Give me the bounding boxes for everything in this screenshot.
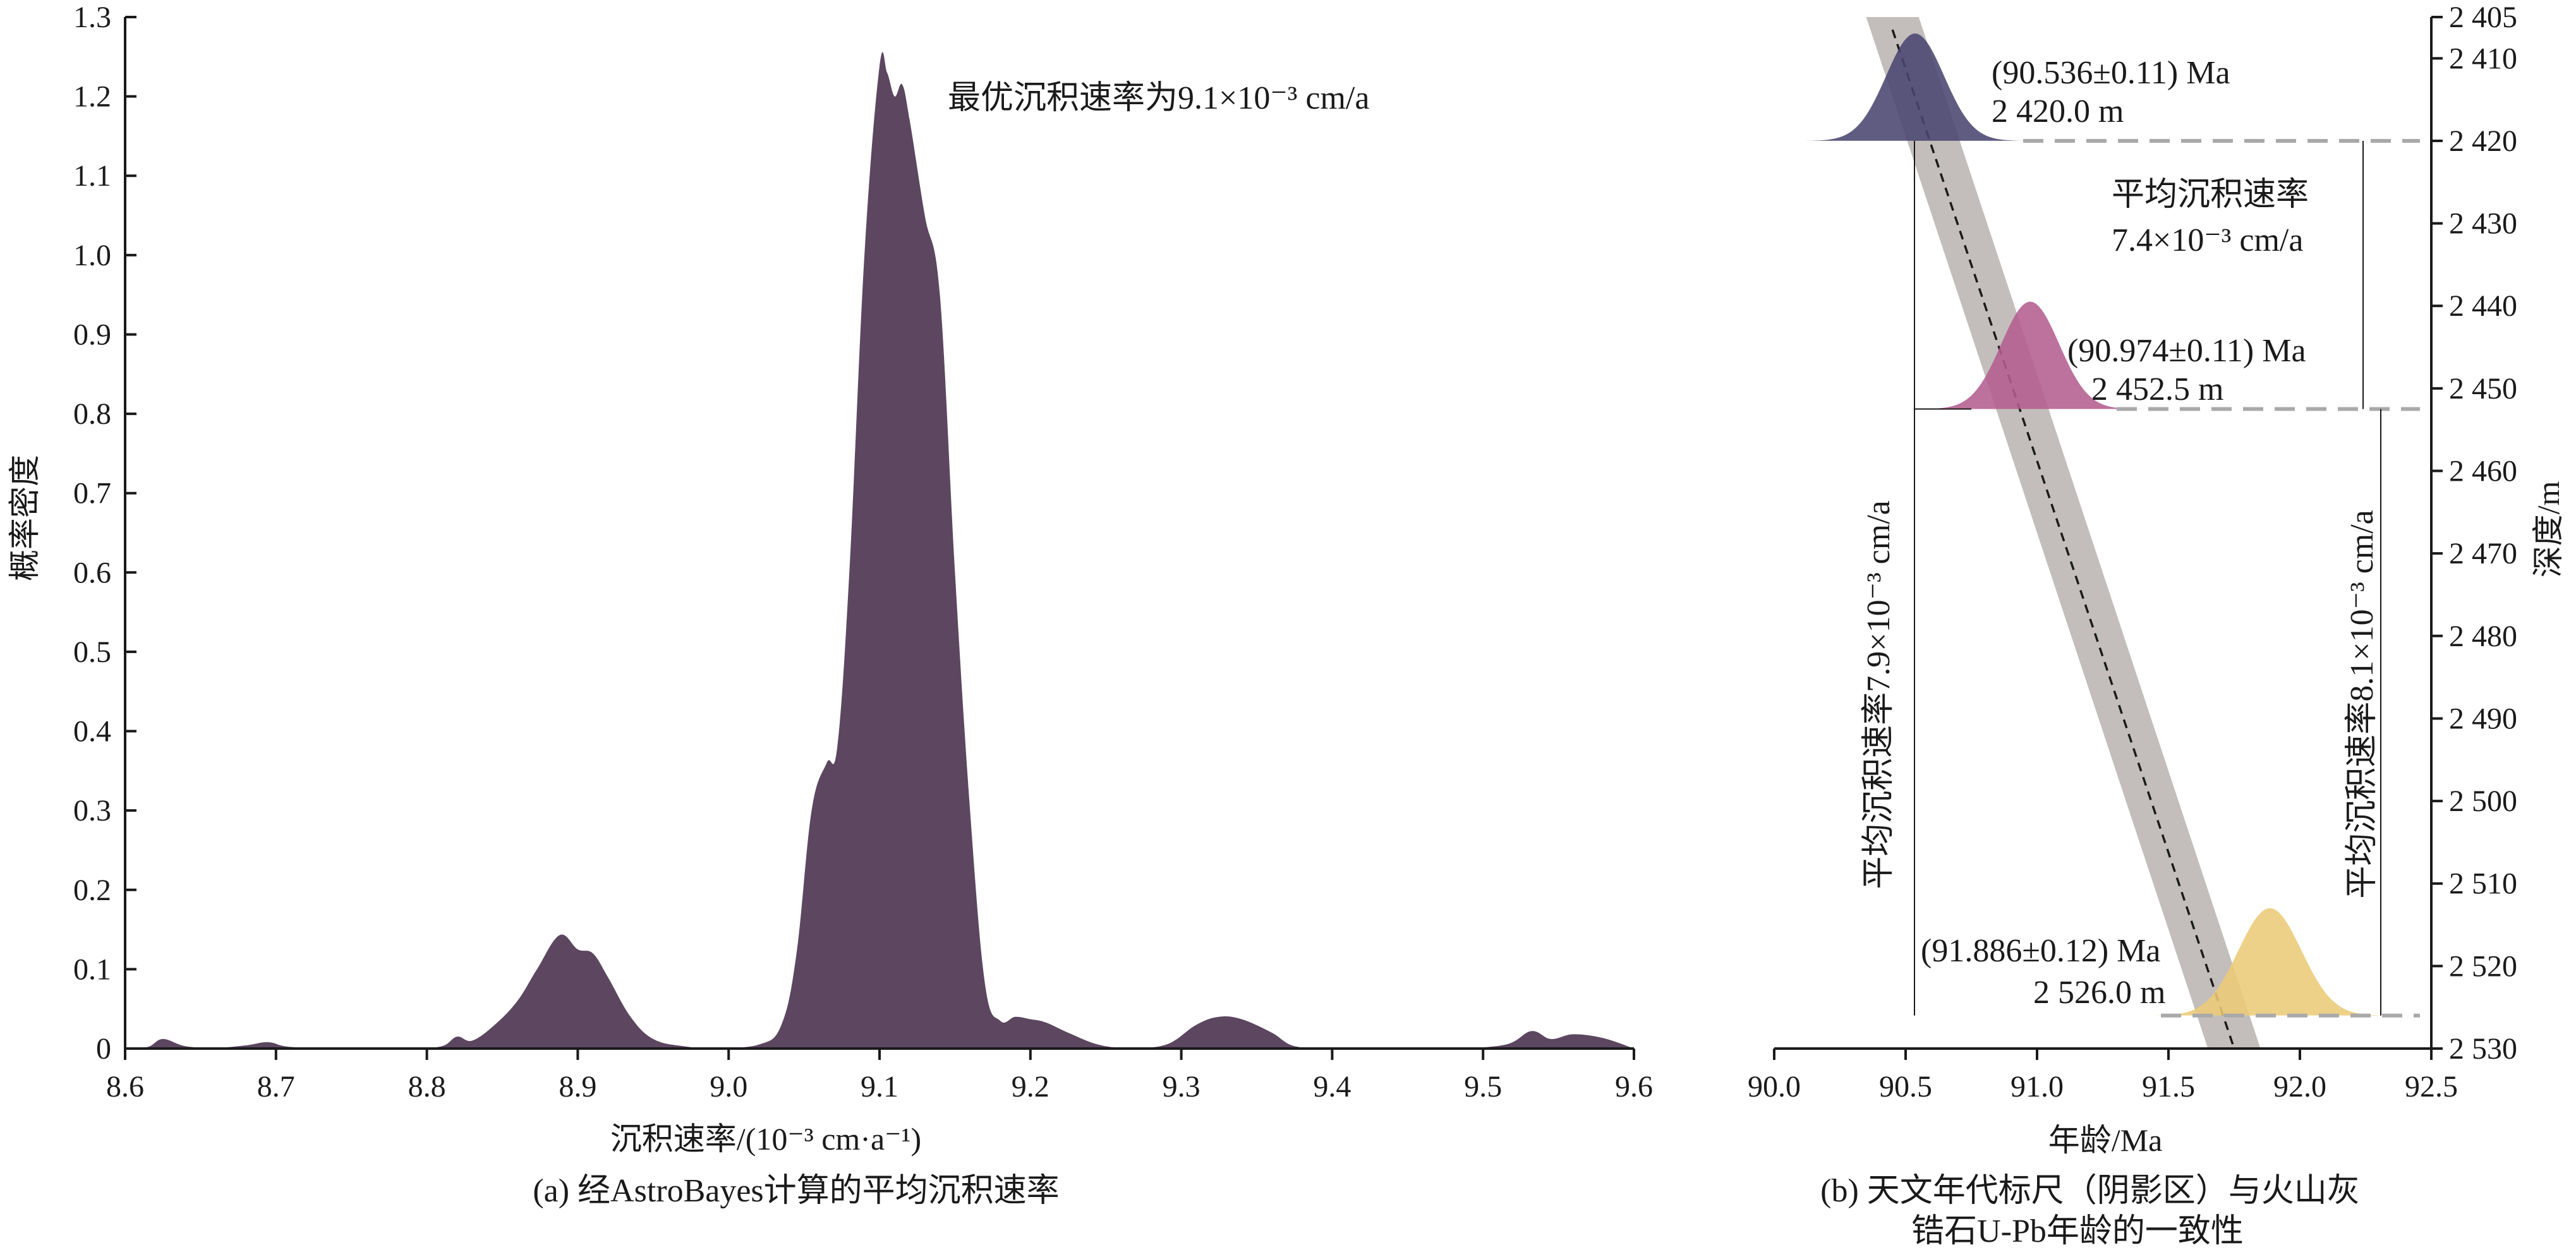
panel-b-depth-ticks: 2 405 2 410 2 420 2 430 2 440 2 450 2 460 2 470…	[2431, 1, 2517, 1066]
depth-tick-label: 2 520	[2449, 949, 2517, 983]
y-tick-label: 0.6	[73, 556, 111, 589]
y-tick-label: 0.9	[73, 318, 111, 351]
sample-3-age-label: (91.886±0.12) Ma	[1921, 933, 2161, 969]
x-tick-label: 91.5	[2142, 1070, 2195, 1104]
panel-a-caption: (a) 经AstroBayes计算的平均沉积速率	[533, 1173, 1059, 1209]
rate-interval-guides	[1914, 138, 2420, 1018]
y-tick-label: 0.4	[73, 715, 111, 749]
depth-tick-label: 2 530	[2449, 1032, 2517, 1066]
y-tick-label: 1.1	[73, 159, 111, 193]
x-tick-label: 92.5	[2405, 1070, 2458, 1104]
panel-b: 90.0 90.5 91.0 91.5 92.0 92.5 2 405 2 410 2 420…	[1748, 1, 2566, 1249]
depth-tick-label: 2 440	[2449, 289, 2517, 323]
y-tick-label: 0.7	[73, 477, 111, 510]
x-tick-label: 8.7	[257, 1070, 295, 1104]
depth-tick-label: 2 430	[2449, 207, 2517, 241]
depth-tick-label: 2 410	[2449, 42, 2517, 75]
timescale-centerline	[1891, 29, 2235, 1049]
optimal-rate-annotation: 最优沉积速率为9.1×10⁻³ cm/a	[948, 80, 1369, 116]
panel-b-caption-line1: (b) 天文年代标尺（阴影区）与火山灰	[1820, 1173, 2360, 1209]
y-tick-label: 0.3	[73, 794, 111, 827]
depth-tick-label: 2 450	[2449, 372, 2517, 406]
y-tick-label: 0.2	[73, 874, 111, 907]
panel-b-x-label: 年龄/Ma	[2048, 1122, 2163, 1158]
sample-3-distribution	[2143, 908, 2397, 1016]
rate-2-label: 平均沉积速率7.9×10⁻³ cm/a	[1861, 500, 1897, 889]
x-tick-label: 9.2	[1012, 1070, 1049, 1104]
x-tick-label: 91.0	[2011, 1070, 2064, 1104]
panel-a-y-ticks: 0 0.1 0.2 0.3 0.4 0.5 0.6 0.7 0.8 0.9 1.0 1.1 1.2 1.3	[73, 1, 136, 1066]
panel-b-y-label: 深度/m	[2531, 481, 2566, 578]
y-tick-label: 0	[96, 1032, 111, 1066]
y-tick-label: 1.2	[73, 80, 111, 114]
y-tick-label: 0.8	[73, 397, 111, 431]
depth-tick-label: 2 500	[2449, 785, 2517, 818]
x-tick-label: 8.8	[408, 1070, 446, 1104]
x-tick-label: 8.6	[106, 1070, 144, 1104]
panel-a-x-label: 沉积速率/(10⁻³ cm·a⁻¹)	[610, 1121, 921, 1157]
panel-a-y-label: 概率密度	[7, 455, 42, 581]
x-tick-label: 9.4	[1313, 1070, 1351, 1104]
x-tick-label: 8.9	[559, 1070, 596, 1104]
x-tick-label: 9.1	[861, 1070, 898, 1104]
probability-density-area	[125, 52, 1634, 1049]
x-tick-label: 9.0	[710, 1070, 747, 1104]
x-tick-label: 9.6	[1615, 1070, 1653, 1104]
depth-tick-label: 2 460	[2449, 455, 2517, 488]
rate-1-label-line2: 7.4×10⁻³ cm/a	[2112, 222, 2303, 258]
sample-1-depth-label: 2 420.0 m	[1992, 93, 2124, 129]
sample-2-depth-label: 2 452.5 m	[2091, 371, 2223, 407]
sample-3-depth-label: 2 526.0 m	[2033, 975, 2165, 1011]
depth-tick-label: 2 510	[2449, 867, 2517, 901]
x-tick-label: 90.5	[1879, 1070, 1932, 1104]
x-tick-label: 92.0	[2273, 1070, 2326, 1104]
rate-1-label-line1: 平均沉积速率	[2112, 177, 2309, 213]
panel-a-x-ticks: 8.6 8.7 8.8 8.9 9.0 9.1 9.2 9.3 9.4 9.5 9.6	[106, 1049, 1653, 1104]
depth-tick-label: 2 480	[2449, 620, 2517, 653]
x-tick-label: 9.3	[1163, 1070, 1200, 1104]
depth-tick-label: 2 470	[2449, 537, 2517, 570]
y-tick-label: 0.1	[73, 953, 111, 986]
depth-tick-label: 2 490	[2449, 702, 2517, 735]
y-tick-label: 0.5	[73, 635, 111, 669]
y-tick-label: 1.3	[73, 1, 111, 34]
x-tick-label: 90.0	[1748, 1070, 1801, 1104]
panel-b-x-ticks: 90.0 90.5 91.0 91.5 92.0 92.5	[1748, 1049, 2458, 1104]
sample-1-distribution	[1799, 33, 2031, 141]
astronomical-timescale-band	[1866, 17, 2261, 1049]
panel-a: 8.6 8.7 8.8 8.9 9.0 9.1 9.2 9.3 9.4 9.5 9.6 0 0.1 0.…	[7, 1, 1653, 1209]
depth-tick-label: 2 405	[2449, 1, 2517, 34]
depth-tick-label: 2 420	[2449, 124, 2517, 158]
rate-3-label: 平均沉积速率8.1×10⁻³ cm/a	[2344, 510, 2380, 898]
sample-2-age-label: (90.974±0.11) Ma	[2067, 333, 2306, 369]
y-tick-label: 1.0	[73, 239, 111, 272]
panel-b-caption-line2: 锆石U-Pb年龄的一致性	[1911, 1213, 2244, 1249]
sample-1-age-label: (90.536±0.11) Ma	[1992, 55, 2230, 91]
zircon-age-distributions	[1799, 33, 2397, 1016]
sample-2-distribution	[1914, 301, 2146, 409]
x-tick-label: 9.5	[1464, 1070, 1502, 1104]
